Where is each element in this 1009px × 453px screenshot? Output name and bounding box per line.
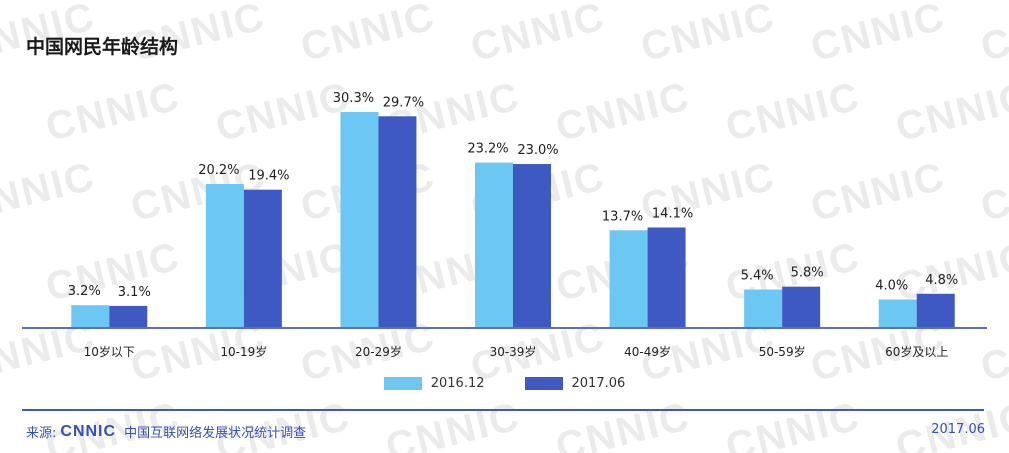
x-tick-label: 10-19岁	[220, 344, 267, 359]
data-label: 4.8%	[925, 273, 958, 288]
page-title: 中国网民年龄结构	[26, 36, 179, 58]
bar-2017	[647, 227, 686, 328]
legend-item-2016[interactable]: 2016.12	[383, 376, 485, 391]
data-label: 3.2%	[68, 284, 101, 299]
cnnic-logo: CNNIC	[60, 422, 117, 440]
bar-2016	[878, 299, 917, 328]
report-date: 2017.06	[931, 422, 985, 437]
x-tick-label: 60岁及以上	[885, 344, 948, 359]
source-credit: 来源: CNNIC 中国互联网络发展状况统计调查	[26, 422, 307, 442]
bar-2016	[340, 112, 379, 328]
bar-2017	[243, 189, 282, 328]
watermark-mark: CNNIC	[551, 394, 695, 453]
data-label: 14.1%	[652, 206, 693, 221]
data-label: 13.7%	[602, 209, 643, 224]
bar-2016	[475, 162, 513, 328]
x-tick-label: 10岁以下	[84, 344, 135, 359]
data-label: 30.3%	[333, 91, 374, 106]
data-label: 5.4%	[741, 269, 774, 284]
bar-2016	[71, 305, 110, 328]
watermark-mark: CNNIC	[381, 394, 525, 453]
data-label: 19.4%	[248, 169, 289, 184]
data-label: 23.2%	[467, 142, 508, 157]
legend-swatch-2017	[524, 377, 563, 390]
bar-2017	[513, 164, 551, 328]
bar-2017	[378, 116, 417, 329]
data-label: 3.1%	[118, 285, 151, 300]
data-label: 20.2%	[198, 163, 239, 178]
source-name: 中国互联网络发展状况统计调查	[124, 426, 307, 441]
bar-2016	[205, 184, 244, 328]
legend: 2016.12 2017.06	[0, 376, 1009, 391]
bar-2017	[109, 305, 148, 328]
legend-label-2017: 2017.06	[571, 376, 626, 391]
source-label: 来源:	[26, 426, 57, 441]
data-label: 29.7%	[383, 95, 424, 110]
data-label: 4.0%	[875, 278, 908, 293]
watermark-mark: CNNIC	[721, 394, 865, 453]
x-tick-label: 30-39岁	[490, 344, 537, 359]
x-tick-label: 40-49岁	[624, 344, 671, 359]
bar-chart: 3.2% 3.1% 10岁以下 20.2% 19.4% 10-19岁 30.3% 29.7% 2…	[22, 91, 987, 359]
footer-divider	[22, 409, 984, 411]
legend-label-2016: 2016.12	[430, 376, 485, 391]
bar-2017	[782, 286, 821, 328]
x-tick-label: 20-29岁	[355, 344, 402, 359]
data-label: 5.8%	[791, 266, 824, 281]
bar-2016	[609, 230, 648, 328]
legend-item-2017[interactable]: 2017.06	[524, 376, 626, 391]
bar-2017	[916, 293, 955, 328]
data-label: 23.0%	[517, 143, 558, 158]
bar-2016	[744, 289, 783, 328]
x-tick-label: 50-59岁	[759, 344, 806, 359]
legend-swatch-2016	[383, 377, 422, 390]
